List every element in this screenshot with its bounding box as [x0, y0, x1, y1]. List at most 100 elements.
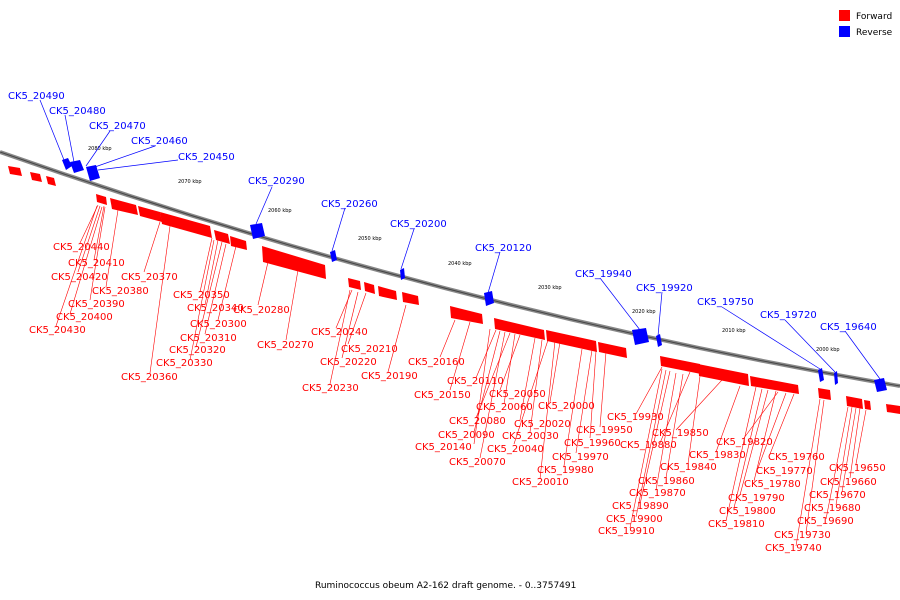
gene-label: CK5_19640: [820, 322, 877, 333]
forward-leaders: [55, 204, 867, 547]
gene-label: CK5_20230: [302, 383, 359, 394]
gene-label: CK5_19930: [607, 412, 664, 423]
gene-label: CK5_20190: [361, 371, 418, 382]
gene-label: CK5_19880: [620, 440, 677, 451]
forward-legend-swatch: [839, 10, 850, 21]
gene-label: CK5_20150: [414, 390, 471, 401]
gene-label: CK5_20090: [438, 430, 495, 441]
gene-label: CK5_19750: [697, 297, 754, 308]
forward-legend-label: Forward: [856, 12, 892, 22]
forward-gene-labels: CK5_20440 CK5_20410 CK5_20420 CK5_20380 …: [29, 242, 886, 554]
reverse-gene: [484, 291, 494, 306]
reverse-genes: [62, 158, 887, 392]
gene-label: CK5_20270: [257, 340, 314, 351]
gene-label: CK5_20120: [475, 243, 532, 254]
gene-label: CK5_20450: [178, 152, 235, 163]
gene-label: CK5_20040: [487, 444, 544, 455]
gene-label: CK5_19940: [575, 269, 632, 280]
gene-label: CK5_19870: [629, 488, 686, 499]
tick-label: 2030 kbp: [538, 285, 562, 291]
gene-label: CK5_19840: [660, 462, 717, 473]
gene-label: CK5_20060: [476, 402, 533, 413]
gene-label: CK5_20070: [449, 457, 506, 468]
gene-label: CK5_19670: [809, 490, 866, 501]
gene-label: CK5_20460: [131, 136, 188, 147]
gene-label: CK5_20330: [156, 358, 213, 369]
gene-label: CK5_19800: [719, 506, 776, 517]
gene-label: CK5_19660: [820, 477, 877, 488]
reverse-gene: [874, 378, 887, 392]
gene-label: CK5_20050: [489, 389, 546, 400]
gene-label: CK5_19890: [612, 501, 669, 512]
gene-label: CK5_20300: [190, 319, 247, 330]
gene-label: CK5_19720: [760, 310, 817, 321]
gene-label: CK5_20290: [248, 176, 305, 187]
tick-label: 2040 kbp: [448, 261, 472, 267]
legend: Forward Reverse: [839, 10, 893, 38]
gene-label: CK5_20490: [8, 91, 65, 102]
gene-label: CK5_19960: [564, 438, 621, 449]
gene-label: CK5_20370: [121, 272, 178, 283]
reverse-gene: [818, 368, 824, 382]
reverse-legend-label: Reverse: [856, 28, 893, 38]
gene-label: CK5_19780: [744, 479, 801, 490]
gene-label: CK5_19730: [774, 530, 831, 541]
reverse-gene: [330, 250, 337, 262]
gene-label: CK5_20390: [68, 299, 125, 310]
gene-label: CK5_20210: [341, 344, 398, 355]
gene-label: CK5_20380: [92, 286, 149, 297]
gene-label: CK5_20410: [68, 258, 125, 269]
gene-label: CK5_19920: [636, 283, 693, 294]
gene-label: CK5_20240: [311, 327, 368, 338]
gene-label: CK5_20110: [447, 376, 504, 387]
reverse-gene: [250, 223, 265, 239]
gene-label: CK5_20000: [538, 401, 595, 412]
genome-caption: Ruminococcus obeum A2-162 draft genome. …: [315, 581, 576, 591]
reverse-gene: [834, 371, 838, 385]
gene-label: CK5_20200: [390, 219, 447, 230]
gene-label: CK5_19850: [652, 428, 709, 439]
gene-label: CK5_20420: [51, 272, 108, 283]
gene-label: CK5_19770: [756, 466, 813, 477]
tick-label: 2070 kbp: [178, 179, 202, 185]
gene-label: CK5_20010: [512, 477, 569, 488]
gene-label: CK5_20310: [180, 333, 237, 344]
reverse-gene-labels: CK5_20490 CK5_20480 CK5_20470 CK5_20460 …: [8, 91, 877, 333]
tick-label: 2060 kbp: [268, 208, 292, 214]
tick-label: 2000 kbp: [816, 347, 840, 353]
genome-backbone: [0, 150, 900, 388]
reverse-gene: [62, 158, 72, 170]
reverse-leaders: [39, 99, 881, 380]
gene-label: CK5_20400: [56, 312, 113, 323]
genome-backbone-core: [0, 151, 900, 387]
gene-label: CK5_19900: [606, 514, 663, 525]
gene-label: CK5_20320: [169, 345, 226, 356]
gene-label: CK5_20350: [173, 290, 230, 301]
scale-ticks: 2080 kbp 2070 kbp 2060 kbp 2050 kbp 2040…: [88, 146, 840, 353]
tick-label: 2010 kbp: [722, 328, 746, 334]
reverse-gene: [70, 160, 84, 173]
gene-label: CK5_19740: [765, 543, 822, 554]
gene-label: CK5_20280: [233, 305, 290, 316]
gene-label: CK5_19910: [598, 526, 655, 537]
gene-label: CK5_20440: [53, 242, 110, 253]
reverse-gene: [400, 268, 405, 280]
gene-label: CK5_19790: [728, 493, 785, 504]
reverse-gene: [86, 165, 100, 181]
tick-label: 2080 kbp: [88, 146, 112, 152]
gene-label: CK5_20430: [29, 325, 86, 336]
gene-label: CK5_19950: [576, 425, 633, 436]
gene-label: CK5_20360: [121, 372, 178, 383]
gene-label: CK5_19690: [797, 516, 854, 527]
gene-label: CK5_19820: [716, 437, 773, 448]
gene-label: CK5_19980: [537, 465, 594, 476]
gene-label: CK5_20470: [89, 121, 146, 132]
gene-label: CK5_19830: [689, 450, 746, 461]
tick-label: 2020 kbp: [632, 309, 656, 315]
reverse-gene: [632, 328, 649, 345]
gene-label: CK5_20260: [321, 199, 378, 210]
reverse-gene: [656, 334, 662, 347]
gene-label: CK5_19680: [804, 503, 861, 514]
gene-label: CK5_20480: [49, 106, 106, 117]
